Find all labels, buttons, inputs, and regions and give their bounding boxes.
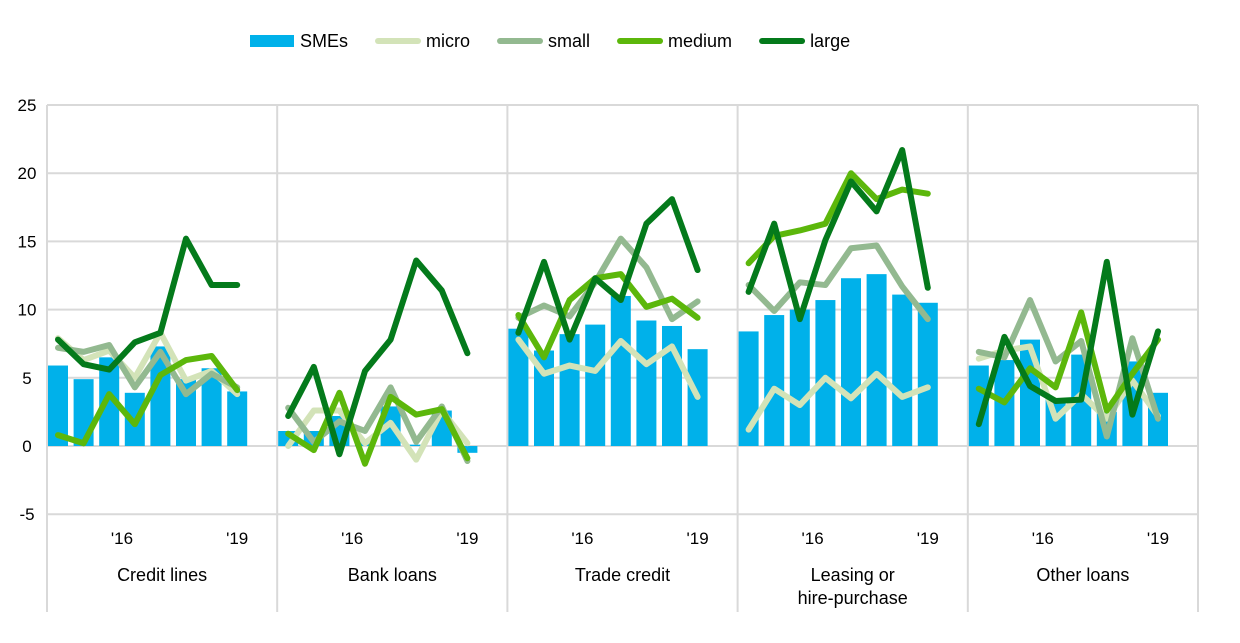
y-tick-label: 20: [18, 164, 37, 183]
y-tick-label: 0: [22, 437, 31, 456]
bar-smes: [815, 300, 835, 446]
x-tick-label: '16: [1032, 529, 1054, 548]
bar-smes: [841, 278, 861, 446]
legend-label: large: [810, 31, 850, 51]
legend-item-small: small: [500, 31, 590, 51]
legend-swatch: [250, 35, 294, 47]
bar-smes: [892, 295, 912, 446]
x-tick-label: '16: [802, 529, 824, 548]
bar-smes: [611, 296, 631, 446]
bar-smes: [585, 325, 605, 446]
legend: SMEs micro small medium large: [250, 31, 850, 51]
legend-item-micro: micro: [378, 31, 470, 51]
bar-smes: [918, 303, 938, 446]
bar-smes: [636, 321, 656, 446]
bar-smes: [227, 391, 247, 446]
y-tick-label: 25: [18, 96, 37, 115]
category-label: hire-purchase: [798, 588, 908, 608]
bar-smes: [790, 310, 810, 446]
legend-label: medium: [668, 31, 732, 51]
x-tick-label: '19: [687, 529, 709, 548]
x-tick-label: '19: [1147, 529, 1169, 548]
x-tick-label: '19: [917, 529, 939, 548]
y-tick-label: 5: [22, 369, 31, 388]
bar-smes: [560, 334, 580, 446]
legend-item-large: large: [762, 31, 850, 51]
line-large: [749, 150, 928, 319]
x-tick-label: '16: [341, 529, 363, 548]
legend-item-medium: medium: [620, 31, 732, 51]
x-tick-label: '19: [226, 529, 248, 548]
x-tick-label: '19: [456, 529, 478, 548]
category-label: Trade credit: [575, 565, 670, 585]
legend-label: micro: [426, 31, 470, 51]
category-label: Other loans: [1036, 565, 1129, 585]
line-medium: [749, 173, 928, 263]
legend-label: SMEs: [300, 31, 348, 51]
x-tick-label: '16: [571, 529, 593, 548]
x-tick-label: '16: [111, 529, 133, 548]
legend-item-smes: SMEs: [250, 31, 348, 51]
bar-smes: [867, 274, 887, 446]
bar-smes: [764, 315, 784, 446]
category-label: Bank loans: [348, 565, 437, 585]
category-label: Leasing or: [811, 565, 895, 585]
y-tick-label: 15: [18, 232, 37, 251]
legend-label: small: [548, 31, 590, 51]
y-tick-label: -5: [19, 505, 34, 524]
category-label: Credit lines: [117, 565, 207, 585]
y-tick-label: 10: [18, 301, 37, 320]
